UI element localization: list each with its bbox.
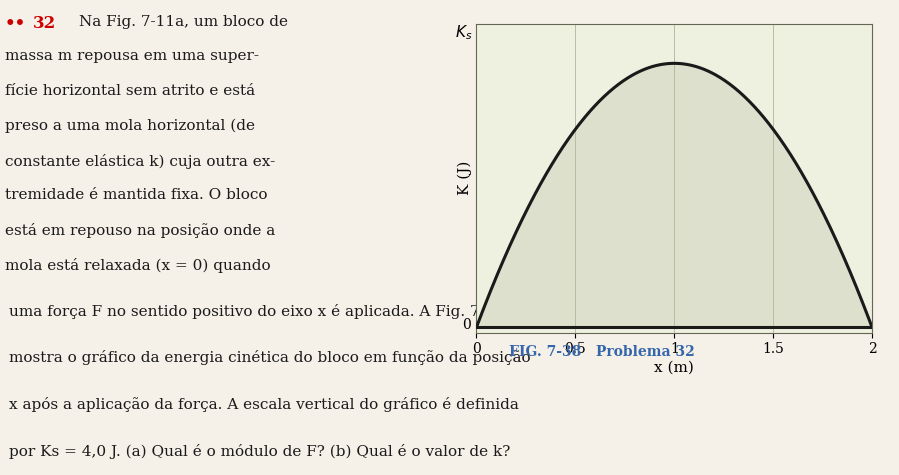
Text: fície horizontal sem atrito e está: fície horizontal sem atrito e está — [4, 84, 254, 98]
X-axis label: x (m): x (m) — [654, 361, 694, 374]
Text: $K_s$: $K_s$ — [455, 24, 473, 42]
Text: massa m repousa em uma super-: massa m repousa em uma super- — [4, 49, 259, 64]
Text: Na Fig. 7-11a, um bloco de: Na Fig. 7-11a, um bloco de — [79, 15, 289, 28]
Text: por Ks = 4,0 J. (a) Qual é o módulo de F? (b) Qual é o valor de k?: por Ks = 4,0 J. (a) Qual é o módulo de F… — [9, 444, 511, 459]
Text: mostra o gráfico da energia cinética do bloco em função da posição: mostra o gráfico da energia cinética do … — [9, 351, 530, 365]
Text: uma força F no sentido positivo do eixo x é aplicada. A Fig. 7-38: uma força F no sentido positivo do eixo … — [9, 304, 504, 319]
Text: constante elástica k) cuja outra ex-: constante elástica k) cuja outra ex- — [4, 154, 275, 169]
Y-axis label: K (J): K (J) — [458, 161, 472, 195]
Text: FIG. 7-38   Problema 32: FIG. 7-38 Problema 32 — [509, 344, 695, 359]
Text: tremidade é mantida fixa. O bloco: tremidade é mantida fixa. O bloco — [4, 189, 267, 202]
Text: mola está relaxada (x = 0) quando: mola está relaxada (x = 0) quando — [4, 258, 271, 273]
Text: preso a uma mola horizontal (de: preso a uma mola horizontal (de — [4, 119, 254, 133]
Text: 0: 0 — [462, 318, 470, 332]
Text: está em repouso na posição onde a: está em repouso na posição onde a — [4, 223, 275, 238]
Text: x após a aplicação da força. A escala vertical do gráfico é definida: x após a aplicação da força. A escala ve… — [9, 398, 519, 412]
Text: 32: 32 — [32, 15, 56, 32]
Text: ••: •• — [4, 15, 26, 32]
